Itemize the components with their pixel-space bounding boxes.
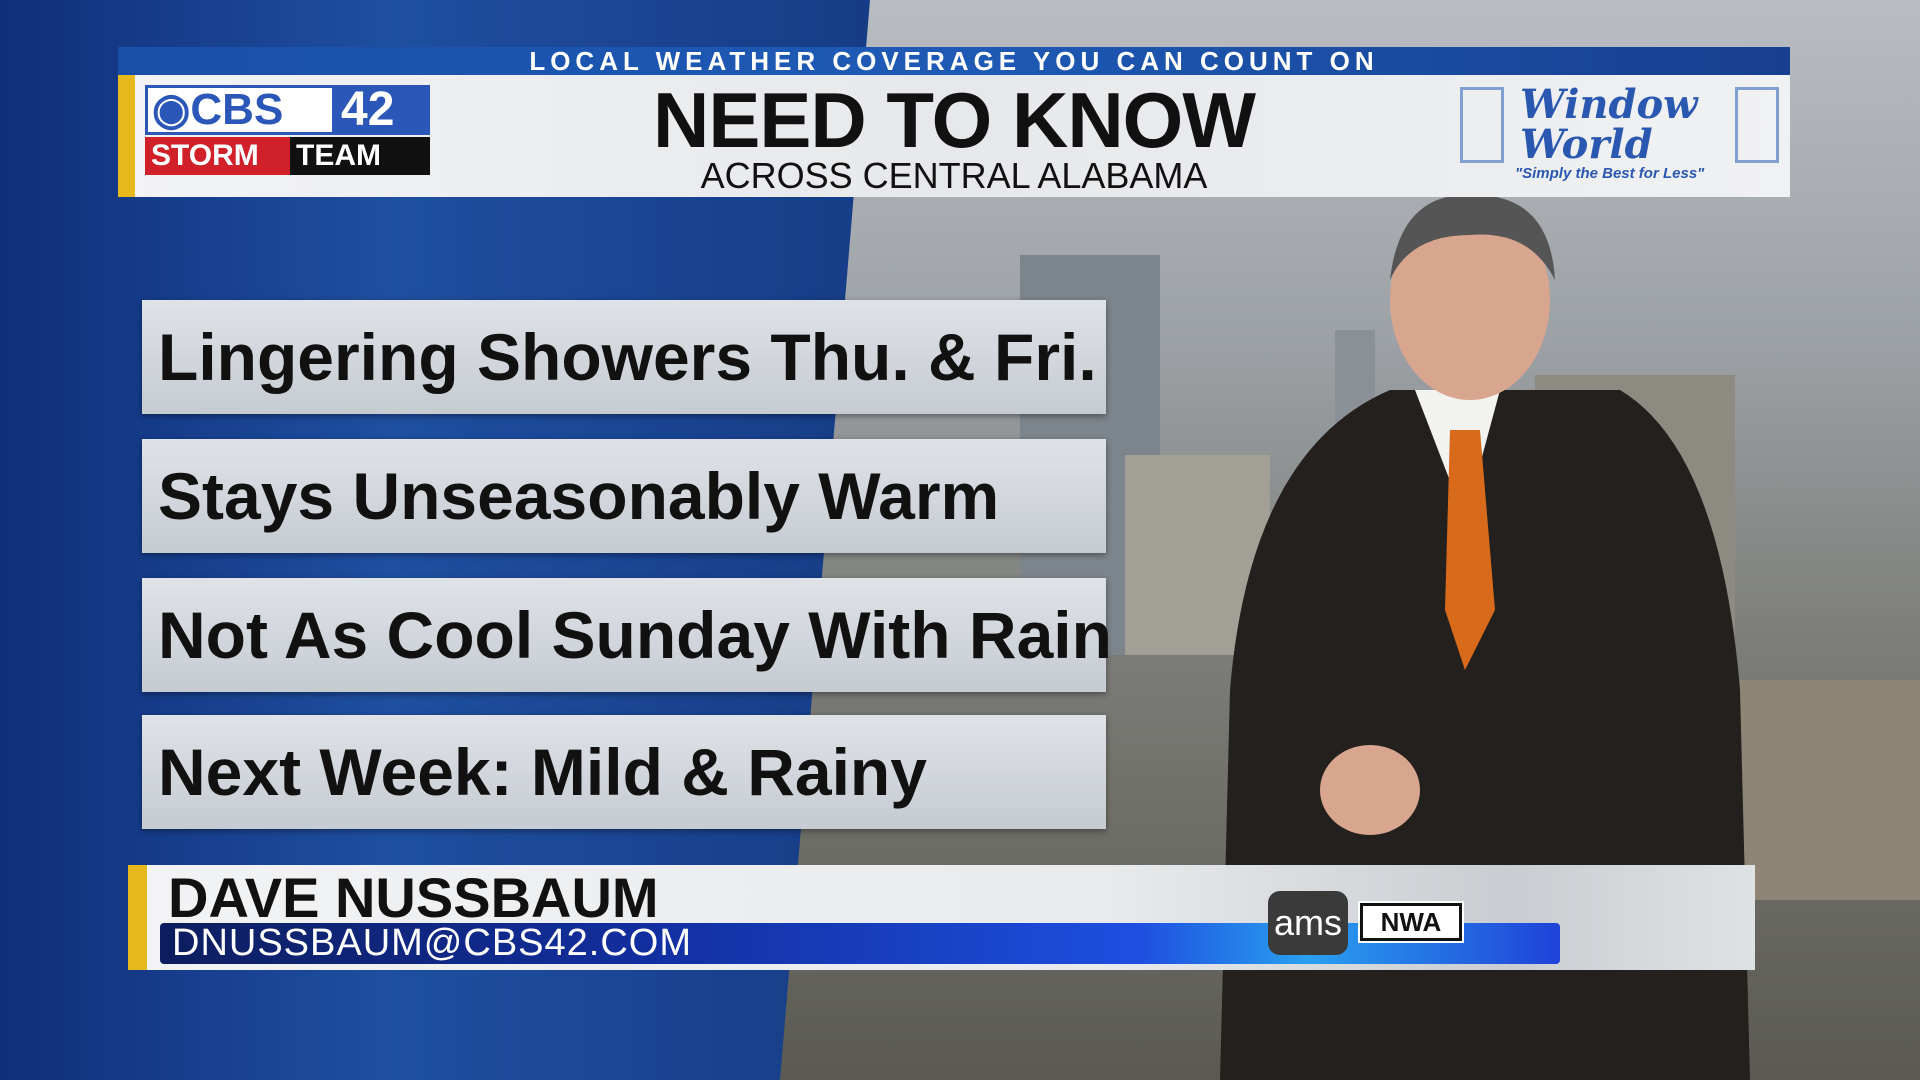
window-icon [1735,87,1779,163]
accent-strip [128,865,147,970]
nwa-badge: NWA [1358,901,1464,943]
logo-team: TEAM [290,137,430,175]
sponsor-tagline: "Simply the Best for Less" [1515,165,1705,182]
cbs42-storm-team-logo: ◉CBS 42 STORM TEAM [145,85,430,185]
email-bar: DNUSSBAUM@CBS42.COM [160,923,1560,964]
ams-seal-badge: ams [1268,891,1348,955]
window-world-sponsor-logo: Window World "Simply the Best for Less" [1460,75,1785,197]
page-title: NEED TO KNOW [653,76,1256,164]
logo-cbs-text: CBS [190,85,284,134]
presenter-name: DAVE NUSSBAUM [168,866,659,929]
sponsor-name: Window World [1520,81,1698,168]
lower-third: DAVE NUSSBAUM DNUSSBAUM@CBS42.COM ams NW… [128,865,1755,970]
logo-number: 42 [335,85,430,135]
cbs-eye-icon: ◉ [152,85,191,134]
logo-storm: STORM [145,137,290,175]
bullet-item: Lingering Showers Thu. & Fri. [142,300,1106,414]
bullet-item: Not As Cool Sunday With Rain [142,578,1112,692]
window-icon [1460,87,1504,163]
bullet-item: Stays Unseasonably Warm [142,439,1106,553]
header-panel: ◉CBS 42 STORM TEAM NEED TO KNOW ACROSS C… [118,75,1790,197]
presenter-email: DNUSSBAUM@CBS42.COM [172,922,692,964]
tagline-banner: LOCAL WEATHER COVERAGE YOU CAN COUNT ON [118,47,1790,75]
bullet-item: Next Week: Mild & Rainy [142,715,1106,829]
page-subtitle: ACROSS CENTRAL ALABAMA [700,155,1208,196]
accent-strip [118,75,135,197]
